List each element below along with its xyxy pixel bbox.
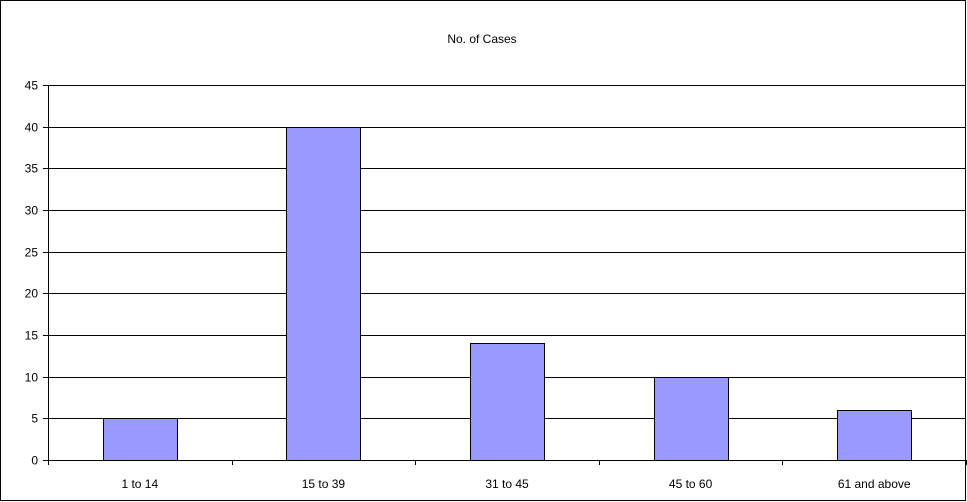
y-tick-labels: 0 5 10 15 20 25 30 35 40 45 bbox=[25, 79, 39, 468]
y-tick-label: 40 bbox=[25, 121, 39, 135]
x-tick-label: 45 to 60 bbox=[669, 477, 713, 491]
y-tick-label: 10 bbox=[25, 371, 39, 385]
y-tick-label: 20 bbox=[25, 287, 39, 301]
y-tick-label: 45 bbox=[25, 79, 39, 93]
bar-3 bbox=[654, 377, 729, 461]
x-tick-label: 31 to 45 bbox=[485, 477, 529, 491]
axes bbox=[43, 85, 967, 465]
chart-title: No. of Cases bbox=[447, 32, 516, 46]
bar-2 bbox=[470, 343, 545, 461]
y-tick-label: 5 bbox=[31, 412, 38, 426]
x-tick-label: 1 to 14 bbox=[121, 477, 158, 491]
y-tick-label: 0 bbox=[31, 454, 38, 468]
bar-0 bbox=[103, 418, 178, 461]
x-tick-label: 15 to 39 bbox=[302, 477, 346, 491]
bar-4 bbox=[837, 410, 912, 461]
bar-1 bbox=[286, 127, 361, 461]
y-tick-label: 30 bbox=[25, 204, 39, 218]
bars bbox=[103, 127, 912, 461]
y-tick-label: 25 bbox=[25, 246, 39, 260]
y-tick-label: 35 bbox=[25, 162, 39, 176]
gridlines bbox=[48, 85, 966, 419]
x-tick-label: 61 and above bbox=[838, 477, 911, 491]
y-tick-label: 15 bbox=[25, 329, 39, 343]
x-tick-labels: 1 to 14 15 to 39 31 to 45 45 to 60 61 and ab… bbox=[121, 477, 910, 491]
